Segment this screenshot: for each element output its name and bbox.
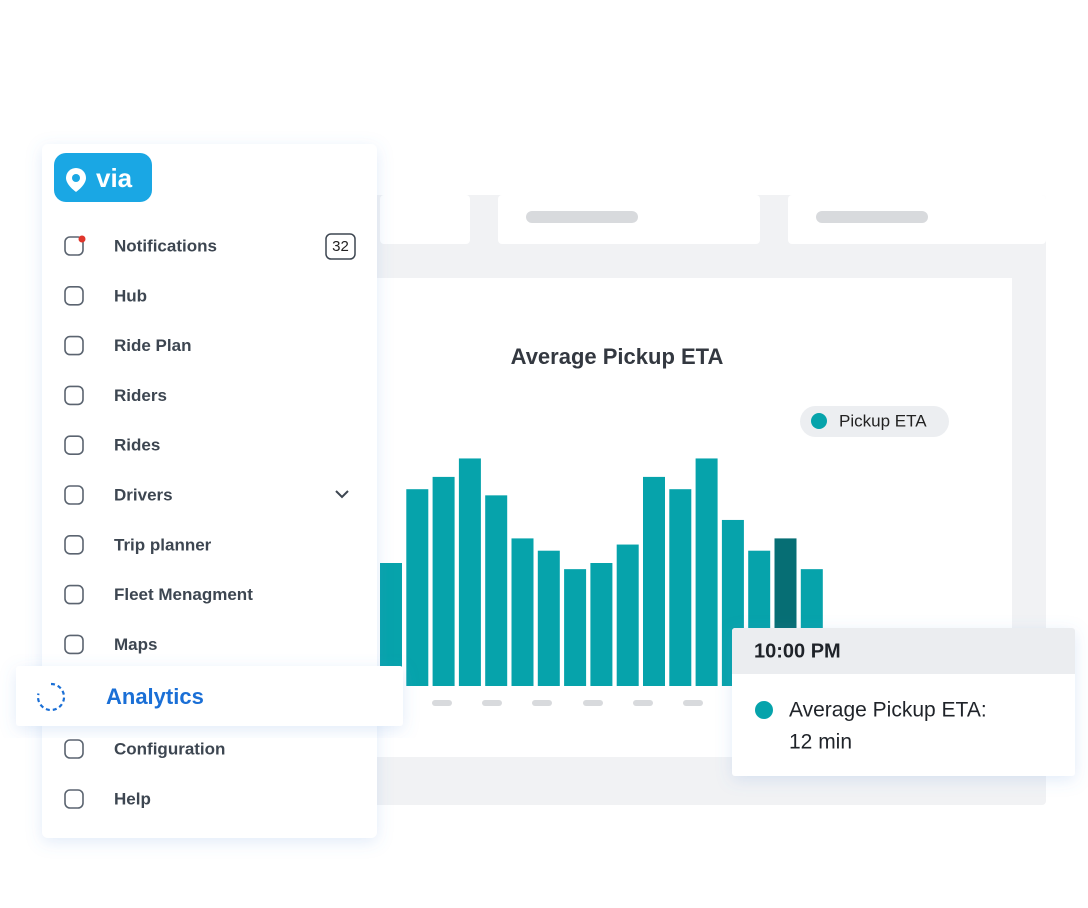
bar[interactable]: [380, 563, 402, 686]
bar[interactable]: [695, 458, 718, 686]
menu-icon: [64, 634, 84, 655]
tooltip-label: Average Pickup ETA:: [789, 699, 987, 722]
badge-count: 32: [332, 238, 349, 255]
menu-icon: [64, 236, 84, 256]
menu-icon: [64, 335, 84, 356]
menu-icon: [36, 682, 66, 712]
x-placeholder: [432, 700, 452, 706]
tab-placeholder: [816, 211, 928, 223]
tooltip-swatch: [755, 701, 773, 719]
legend-label: Pickup ETA: [839, 411, 927, 430]
menu-icon: [64, 789, 84, 809]
bar[interactable]: [406, 489, 429, 686]
bar[interactable]: [616, 544, 639, 686]
menu-item-active[interactable]: [16, 666, 403, 726]
menu-label[interactable]: Riders: [114, 386, 167, 405]
menu-label[interactable]: Configuration: [114, 739, 225, 758]
bar[interactable]: [669, 489, 692, 686]
bar[interactable]: [643, 476, 665, 686]
menu-icon: [64, 385, 84, 406]
menu-icon: [64, 584, 84, 605]
menu-label[interactable]: Trip planner: [114, 535, 212, 554]
menu-icon: [64, 435, 84, 456]
legend-swatch: [811, 413, 827, 429]
menu-icon: [64, 285, 84, 306]
notification-dot: [78, 235, 86, 243]
x-placeholder: [583, 700, 603, 706]
tab: [380, 195, 470, 244]
menu: Notifications Hub Ride Plan Riders Rides Driv…: [16, 235, 403, 809]
menu-label[interactable]: Rides: [114, 436, 160, 455]
menu-label[interactable]: Hub: [114, 286, 147, 305]
x-placeholder: [482, 700, 502, 706]
menu-label[interactable]: Analytics: [106, 684, 204, 709]
bar[interactable]: [485, 495, 508, 686]
logo-text: via: [96, 163, 133, 193]
menu-icon: [64, 739, 84, 759]
menu-label[interactable]: Fleet Menagment: [114, 585, 253, 604]
bar[interactable]: [590, 563, 613, 686]
x-placeholder: [633, 700, 653, 706]
legend: [800, 406, 949, 437]
tooltip-header: [732, 628, 1075, 674]
menu-label[interactable]: Ride Plan: [114, 336, 191, 355]
badge: [325, 233, 356, 260]
menu-icon: [64, 534, 84, 555]
bar[interactable]: [432, 476, 455, 686]
chevron[interactable]: [335, 490, 349, 499]
sidebar: [42, 144, 377, 838]
menu-label[interactable]: Drivers: [114, 485, 173, 504]
menu-label[interactable]: Notifications: [114, 236, 217, 255]
bar[interactable]: [458, 458, 481, 686]
logo-pin-hole: [72, 174, 80, 182]
menu-label[interactable]: Help: [114, 789, 151, 808]
bar[interactable]: [537, 550, 560, 686]
x-placeholder: [683, 700, 703, 706]
chart-title: Average Pickup ETA: [511, 344, 724, 369]
bar[interactable]: [564, 569, 587, 686]
tab-placeholder: [526, 211, 638, 223]
x-placeholder: [532, 700, 552, 706]
tooltip-title: 10:00 PM: [754, 640, 841, 662]
menu-label[interactable]: Maps: [114, 635, 157, 654]
tooltip-value: 12 min: [789, 731, 852, 754]
x-placeholders: [432, 700, 703, 706]
bar[interactable]: [511, 538, 534, 686]
menu-icon: [64, 485, 84, 505]
